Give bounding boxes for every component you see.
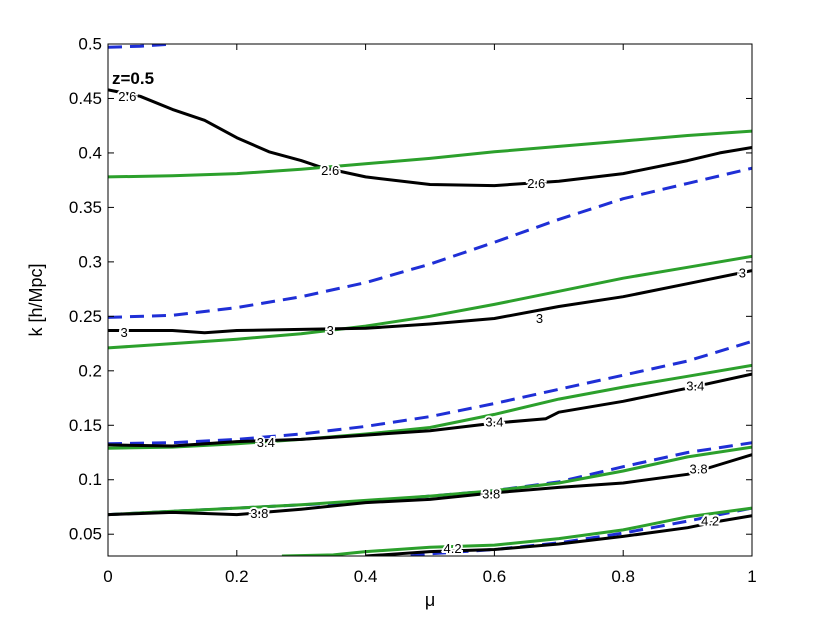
x-tick-label-1: 0.2 — [225, 567, 249, 586]
contour-label-13: 4.2 — [444, 541, 462, 556]
x-tick-label-0: 0 — [103, 567, 112, 586]
series-line-black-solid-11 — [108, 453, 752, 517]
y-tick-label-6: 0.35 — [69, 198, 102, 217]
y-tick-label-2: 0.15 — [69, 416, 102, 435]
series-line-green-solid-10 — [108, 445, 752, 517]
contour-label-7: 3.4 — [257, 435, 275, 450]
contour-label-14: 4.2 — [701, 514, 719, 529]
y-tick-label-1: 0.1 — [78, 470, 102, 489]
ticks-layer: 0 0.2 0.4 0.6 0.8 1 0.05 0.1 0.15 0.2 0.25 0.3 0.35 0… — [69, 35, 757, 587]
x-axis-label: μ — [425, 590, 435, 610]
contour-label-6: 3 — [739, 265, 746, 280]
series-line-green-solid-13 — [281, 506, 752, 556]
y-tick-label-5: 0.3 — [78, 252, 102, 271]
contour-label-5: 3 — [536, 311, 543, 326]
series-line-blue-dashed-2 — [108, 44, 173, 49]
contour-labels-layer: 2.6 2.6 2.6 3 3 3 3 3.4 3.4 3.4 3.8 3.8 3.8 4.2 4.2 — [116, 87, 748, 558]
x-tick-label-5: 1 — [747, 567, 756, 586]
x-tick-label-2: 0.4 — [354, 567, 378, 586]
series-line-green-solid-4 — [108, 254, 752, 350]
series-line-blue-dashed-9 — [108, 441, 752, 517]
plot-frame — [107, 43, 753, 557]
y-tick-label-7: 0.4 — [78, 143, 102, 162]
contour-label-11: 3.8 — [482, 486, 500, 501]
series-line-green-solid-7 — [108, 363, 752, 450]
series-line-black-solid-0 — [108, 88, 752, 188]
contour-label-3: 3 — [120, 325, 127, 340]
series-line-black-solid-5 — [108, 269, 752, 335]
series-line-black-solid-14 — [365, 514, 752, 556]
series-layer — [108, 44, 752, 556]
y-axis-label: k [h/Mpc] — [26, 263, 46, 336]
y-tick-label-3: 0.2 — [78, 361, 102, 380]
series-line-blue-dashed-3 — [108, 166, 752, 319]
y-tick-label-8: 0.45 — [69, 89, 102, 108]
contour-label-1: 2.6 — [321, 163, 339, 178]
contour-label-8: 3.4 — [485, 415, 503, 430]
contour-label-4: 3 — [327, 323, 334, 338]
redshift-annotation: z=0.5 — [112, 69, 154, 88]
y-tick-label-0: 0.05 — [69, 525, 102, 544]
contour-label-2: 2.6 — [527, 176, 545, 191]
contour-label-10: 3.8 — [250, 506, 268, 521]
contour-label-0: 2.6 — [118, 89, 136, 104]
x-tick-label-4: 0.8 — [611, 567, 635, 586]
contour-label-9: 3.4 — [686, 379, 704, 394]
y-tick-label-9: 0.5 — [78, 35, 102, 54]
y-tick-label-4: 0.25 — [69, 307, 102, 326]
series-line-black-solid-8 — [108, 372, 752, 448]
x-tick-label-3: 0.6 — [483, 567, 507, 586]
contour-label-12: 3.8 — [690, 461, 708, 476]
series-line-green-solid-1 — [108, 129, 752, 179]
